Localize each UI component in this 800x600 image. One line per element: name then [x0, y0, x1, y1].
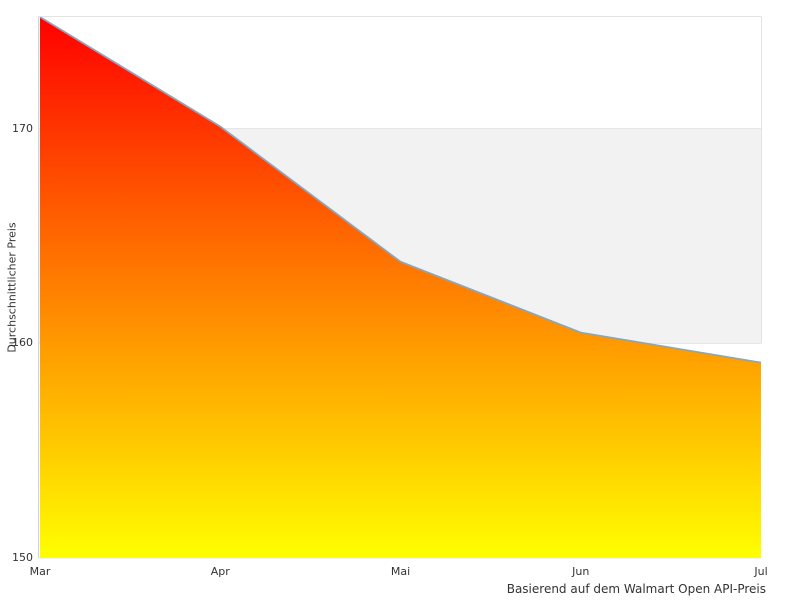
area-series — [40, 17, 761, 558]
x-tick-label-jul: Jul — [754, 565, 768, 578]
line-series — [39, 16, 762, 364]
x-tick-label-mai: Mai — [390, 565, 411, 578]
chart-caption: Basierend auf dem Walmart Open API-Preis — [506, 582, 766, 596]
y-tick-label-160: 160 — [12, 336, 33, 350]
y-tick-label-150: 150 — [12, 551, 33, 564]
x-tick-label-mar: Mar — [29, 565, 51, 578]
x-tick-label-apr: Apr — [210, 565, 230, 578]
y-axis-title: Durchschnittlicher Preis — [5, 222, 19, 353]
y-tick-label-170: 170 — [12, 121, 33, 135]
x-tick-label-jun: Jun — [572, 565, 590, 578]
